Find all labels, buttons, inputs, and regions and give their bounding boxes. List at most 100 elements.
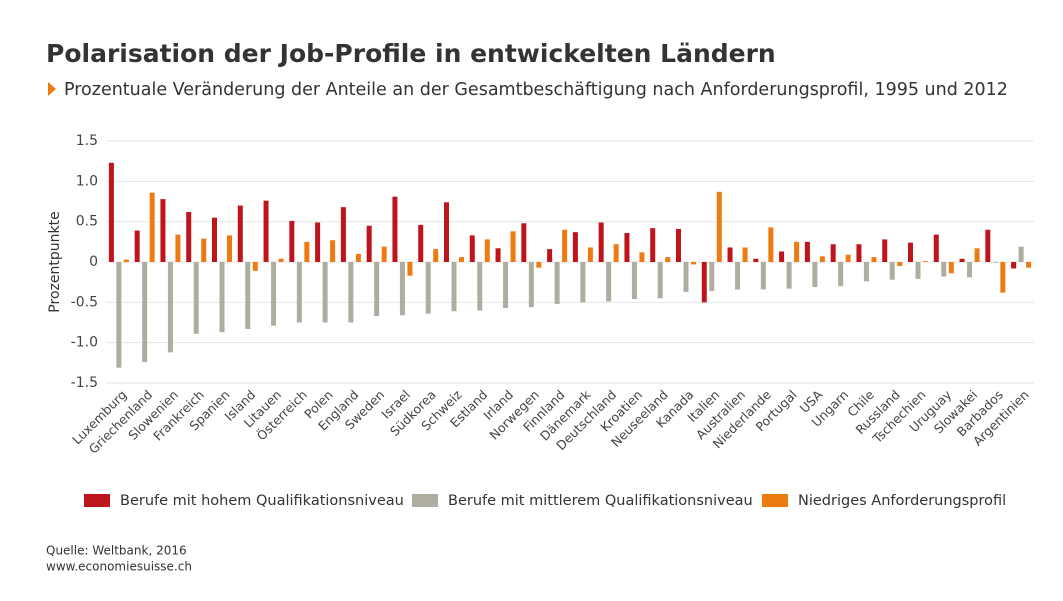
bar	[521, 223, 527, 262]
bar	[330, 240, 336, 262]
bar	[897, 262, 903, 267]
bar	[142, 262, 148, 363]
bar	[1011, 262, 1017, 269]
bar	[399, 262, 405, 316]
bar	[709, 262, 715, 292]
subtitle: Prozentuale Veränderung der Anteile an d…	[64, 80, 1008, 100]
legend-swatch	[84, 494, 110, 507]
bar	[779, 251, 785, 262]
y-tick-label: 0.5	[76, 214, 98, 230]
subtitle-marker	[48, 82, 56, 96]
legend-swatch	[412, 494, 438, 507]
bar	[587, 247, 593, 262]
bar	[863, 262, 869, 282]
bar	[252, 262, 258, 271]
bar	[650, 228, 656, 262]
y-axis-label: Prozentpunkte	[47, 211, 63, 312]
source: Quelle: Weltbank, 2016	[46, 544, 187, 558]
bar	[580, 262, 586, 303]
bar	[160, 199, 166, 262]
bar	[149, 192, 155, 262]
bar	[804, 241, 810, 262]
bar	[889, 262, 895, 280]
y-tick-label: -1.5	[71, 375, 98, 391]
bar	[123, 259, 129, 262]
y-tick-label: 0	[89, 254, 98, 270]
bar	[381, 246, 387, 262]
bar	[845, 254, 851, 262]
bar	[392, 196, 398, 262]
legend-swatch	[762, 494, 788, 507]
bar	[355, 253, 361, 262]
bar	[425, 262, 431, 314]
bar	[193, 262, 199, 334]
bar	[786, 262, 792, 289]
bar	[271, 262, 277, 326]
bar	[1000, 262, 1006, 293]
bar	[639, 252, 645, 262]
bar	[167, 262, 173, 353]
bar	[838, 262, 844, 287]
bar	[992, 262, 998, 263]
bar	[701, 262, 707, 303]
bar	[631, 262, 637, 300]
y-tick-label: 1.0	[76, 173, 98, 189]
bar	[871, 257, 877, 262]
bar	[186, 211, 192, 262]
bar	[691, 262, 696, 265]
bar	[572, 232, 578, 262]
bar	[477, 262, 483, 311]
bar	[562, 229, 568, 262]
bar	[547, 249, 553, 262]
bar	[882, 239, 888, 262]
bar	[536, 262, 542, 268]
bar	[510, 231, 516, 262]
bar	[974, 248, 980, 262]
legend-label: Niedriges Anforderungsprofil	[798, 493, 1006, 509]
y-tick-label: -1.0	[71, 335, 98, 351]
bar	[735, 262, 741, 290]
bar	[245, 262, 251, 329]
bar	[742, 247, 748, 262]
bar	[554, 262, 560, 304]
bar	[289, 220, 295, 262]
bar	[459, 257, 464, 262]
bar	[716, 191, 722, 262]
bar	[727, 247, 733, 262]
bar	[503, 262, 509, 308]
bar	[108, 162, 114, 262]
bar	[340, 207, 346, 262]
bar	[657, 262, 663, 299]
bar	[683, 262, 689, 292]
bar	[219, 262, 225, 333]
bar	[374, 262, 380, 317]
bar	[794, 241, 800, 262]
y-tick-label: -0.5	[71, 294, 98, 310]
bar	[768, 227, 774, 262]
bar	[433, 249, 439, 262]
bar	[296, 262, 302, 323]
bar	[967, 262, 973, 278]
bar	[263, 200, 269, 262]
bar	[665, 257, 671, 262]
bar	[278, 258, 284, 262]
bar	[227, 235, 232, 262]
bar	[175, 234, 181, 262]
bar	[908, 242, 913, 262]
bar	[444, 202, 449, 262]
bar	[760, 262, 766, 290]
bar	[418, 224, 424, 262]
bar	[304, 241, 310, 262]
legend-label: Berufe mit hohem Qualifikationsniveau	[120, 493, 404, 509]
bar	[134, 230, 140, 262]
bar	[407, 262, 413, 276]
bar	[528, 262, 534, 308]
bar	[624, 232, 630, 262]
chart-title: Polarisation der Job-Profile in entwicke…	[46, 39, 776, 68]
bar	[201, 238, 207, 262]
bar	[606, 262, 612, 302]
bar	[1018, 246, 1024, 262]
bar	[469, 235, 475, 262]
source-url: www.economiesuisse.ch	[46, 560, 192, 574]
